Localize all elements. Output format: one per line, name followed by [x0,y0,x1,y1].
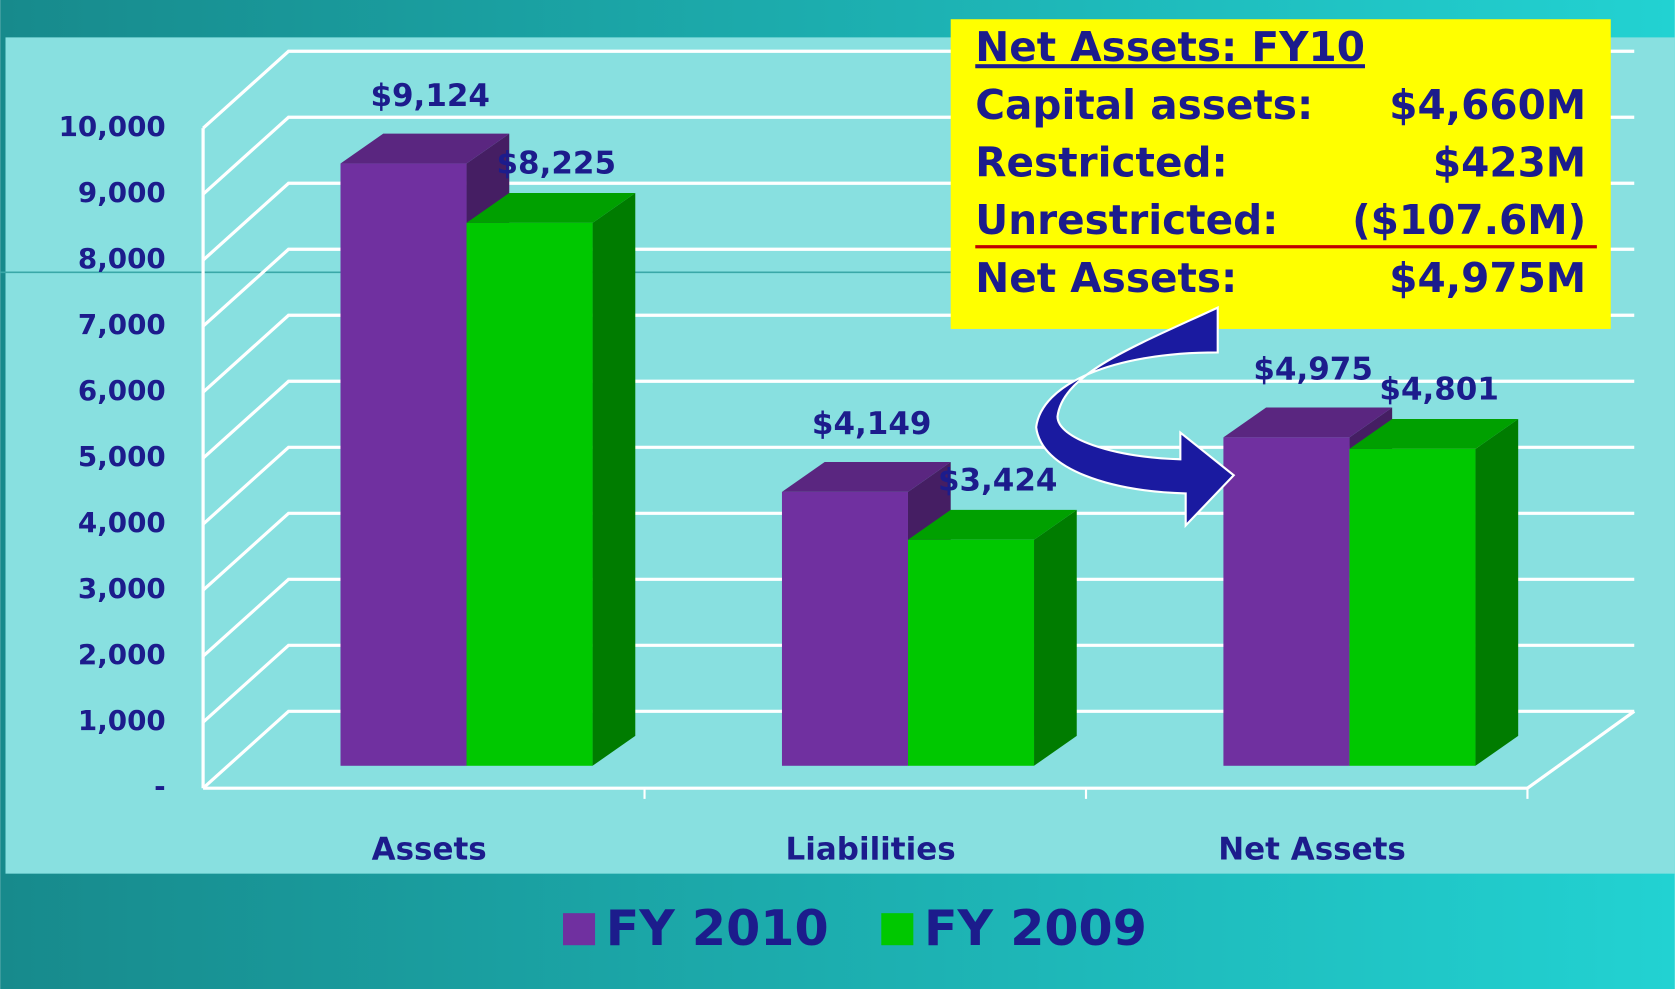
legend-label: FY 2010 [606,899,829,957]
x-tick-label: Assets [372,832,487,868]
legend-swatch [881,913,914,946]
y-tick-label: 8,000 [78,242,166,275]
y-tick-label: 9,000 [78,176,166,209]
bar [1223,437,1350,766]
bar-side [1034,509,1077,766]
bar-top [340,133,510,164]
floor-edge [1526,710,1636,790]
annotation-label: Restricted: [975,139,1227,187]
y-tick-label: 5,000 [78,440,166,473]
plot: - 1,000 2,000 3,000 4,000 5,000 6,000 7,000 8,00… [59,49,1636,868]
grid-line [202,709,1635,790]
annotation-value: ($107.6M) [1352,196,1586,244]
annotation-label: Capital assets: [975,81,1313,129]
y-tick-label: 6,000 [78,374,166,407]
bar [466,222,593,766]
value-label: $4,975 [1253,352,1373,388]
y-tick-label: 7,000 [78,308,166,341]
annotation: Net Assets: FY10 Capital assets: $4,660M Re… [950,19,1611,329]
annotation-value: $4,975M [1389,254,1586,302]
y-tick-label: 2,000 [78,638,166,671]
grid-line [202,379,1635,460]
bar-top [1349,418,1519,449]
annotation-label: Net Assets: [975,254,1237,302]
bar-top [1223,407,1393,438]
y-tick-label: 1,000 [78,704,166,737]
value-label: $9,124 [370,78,490,114]
annotation-label: Unrestricted: [975,196,1278,244]
grid-line [202,577,1635,658]
y-tick-label: - [154,770,166,803]
value-label: $4,801 [1379,372,1499,408]
bar-top [907,509,1077,540]
value-label: $4,149 [812,406,932,442]
y-tick-label: 10,000 [59,110,166,143]
annotation-box [950,19,1611,329]
legend-label: FY 2009 [924,899,1147,957]
legend-swatch [563,913,596,946]
y-tick-label: 3,000 [78,572,166,605]
value-label: $3,424 [938,463,1058,499]
bar [1349,448,1476,766]
annotation-value: $423M [1433,139,1586,187]
x-tick-label: Liabilities [786,832,956,868]
bar [340,163,467,766]
bar-top [781,462,951,492]
annotation-title: Net Assets: FY10 [975,23,1365,71]
bar [781,491,908,766]
arrow [1035,305,1236,529]
bar-side [1475,418,1519,766]
annotation-value: $4,660M [1389,81,1586,129]
y-tick-label: 4,000 [78,506,166,539]
x-tick-label: Net Assets [1218,832,1406,868]
bar-side [592,192,636,766]
value-label: $8,225 [496,146,616,182]
grid-line [202,643,1635,724]
bar-top [466,192,636,223]
bar [907,539,1035,766]
